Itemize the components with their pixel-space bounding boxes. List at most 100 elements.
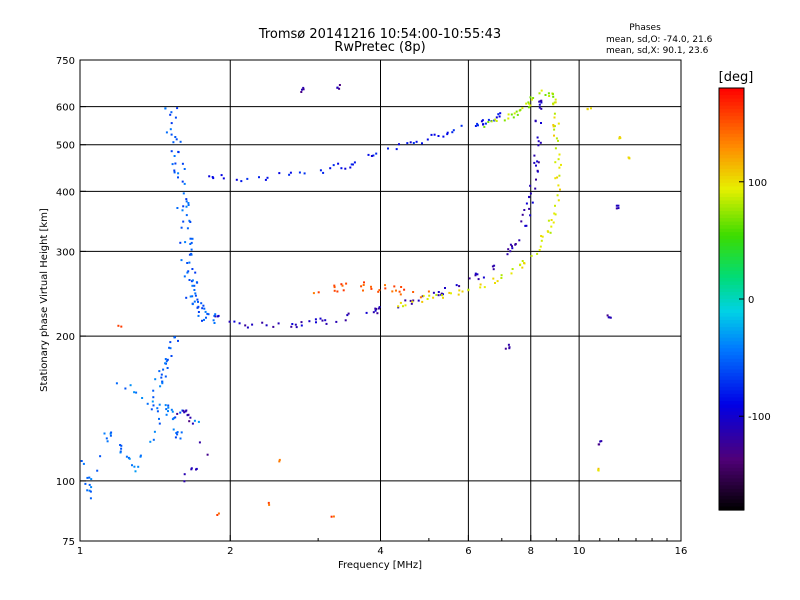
echo-point — [628, 157, 631, 160]
echo-point — [553, 128, 556, 131]
echo-point — [609, 316, 612, 319]
echo-point — [183, 168, 186, 170]
echo-point — [536, 160, 539, 163]
echo-point — [139, 454, 142, 457]
echo-point — [191, 284, 194, 287]
echo-point — [495, 120, 498, 122]
echo-point — [606, 314, 609, 317]
echo-point — [205, 316, 207, 319]
echo-point — [196, 298, 199, 301]
echo-point — [558, 174, 561, 177]
echo-point — [151, 400, 154, 403]
echo-point — [553, 134, 555, 137]
echo-point — [557, 199, 560, 202]
echo-point — [278, 172, 281, 175]
echo-points — [80, 84, 631, 518]
echo-point — [179, 140, 182, 143]
echo-point — [552, 221, 555, 224]
echo-point — [315, 321, 317, 324]
echo-point — [188, 279, 191, 281]
echo-point — [552, 95, 555, 98]
echo-point — [452, 129, 455, 132]
echo-point — [174, 136, 177, 138]
colorbar-band — [719, 404, 744, 409]
echo-point — [370, 155, 373, 157]
echo-point — [479, 283, 482, 286]
echo-point — [233, 320, 236, 323]
echo-point — [174, 416, 177, 419]
y-tick-label: 400 — [56, 187, 75, 198]
echo-point — [415, 140, 418, 143]
echo-point — [181, 209, 184, 212]
colorbar-band — [719, 147, 744, 152]
echo-point — [338, 87, 341, 90]
echo-point — [161, 382, 164, 385]
echo-point — [203, 318, 205, 321]
colorbar-band — [719, 330, 744, 335]
echo-point — [510, 113, 513, 116]
echo-point — [186, 271, 189, 274]
echo-point — [166, 367, 169, 369]
echo-point — [185, 214, 188, 217]
echo-point — [189, 221, 192, 223]
echo-point — [177, 151, 180, 154]
echo-point — [457, 293, 460, 296]
echo-point — [492, 277, 495, 280]
colorbar-band — [719, 502, 744, 508]
echo-point — [182, 205, 185, 208]
echo-point — [398, 290, 401, 293]
echo-point — [319, 169, 322, 172]
echo-point — [150, 408, 153, 411]
echo-point — [586, 107, 589, 110]
echo-point — [189, 416, 192, 419]
echo-point — [206, 453, 209, 456]
echo-point — [191, 237, 194, 240]
colorbar-band — [719, 390, 744, 395]
echo-point — [191, 279, 194, 282]
echo-point — [511, 245, 513, 248]
echo-point — [161, 380, 164, 383]
echo-point — [492, 268, 495, 271]
echo-point — [555, 137, 558, 140]
echo-point — [557, 184, 560, 187]
phase-stats-heading: Phases — [629, 23, 661, 33]
colorbar-band — [719, 351, 744, 356]
echo-point — [181, 162, 184, 165]
echo-point — [167, 406, 170, 409]
echo-point — [182, 409, 185, 412]
echo-point — [539, 141, 542, 144]
echo-point — [298, 171, 301, 174]
echo-point — [527, 101, 530, 104]
colorbar-band — [719, 481, 744, 486]
echo-point — [202, 304, 205, 307]
echo-point — [119, 450, 122, 453]
echo-point — [201, 319, 203, 322]
echo-point — [617, 207, 620, 210]
colorbar-band — [719, 299, 744, 304]
echo-point — [185, 198, 188, 201]
echo-point — [341, 284, 344, 287]
echo-point — [433, 133, 436, 136]
echo-point — [556, 176, 559, 179]
colorbar-tick-label: 0 — [748, 295, 754, 306]
echo-point — [167, 404, 170, 407]
echo-point — [529, 184, 532, 187]
echo-point — [187, 270, 190, 273]
echo-point — [557, 122, 560, 125]
echo-point — [244, 324, 247, 327]
echo-point — [146, 402, 149, 405]
echo-point — [494, 282, 496, 284]
echo-point — [467, 288, 470, 291]
echo-point — [474, 274, 477, 277]
echo-point — [377, 290, 380, 293]
echo-point — [531, 201, 534, 204]
echo-point — [483, 125, 486, 128]
echo-point — [479, 286, 482, 289]
echo-point — [325, 322, 328, 325]
echo-point — [399, 301, 402, 304]
echo-point — [289, 171, 292, 174]
echo-point — [152, 389, 155, 392]
echo-point — [238, 322, 241, 325]
echo-point — [166, 358, 169, 361]
echo-point — [536, 136, 539, 139]
